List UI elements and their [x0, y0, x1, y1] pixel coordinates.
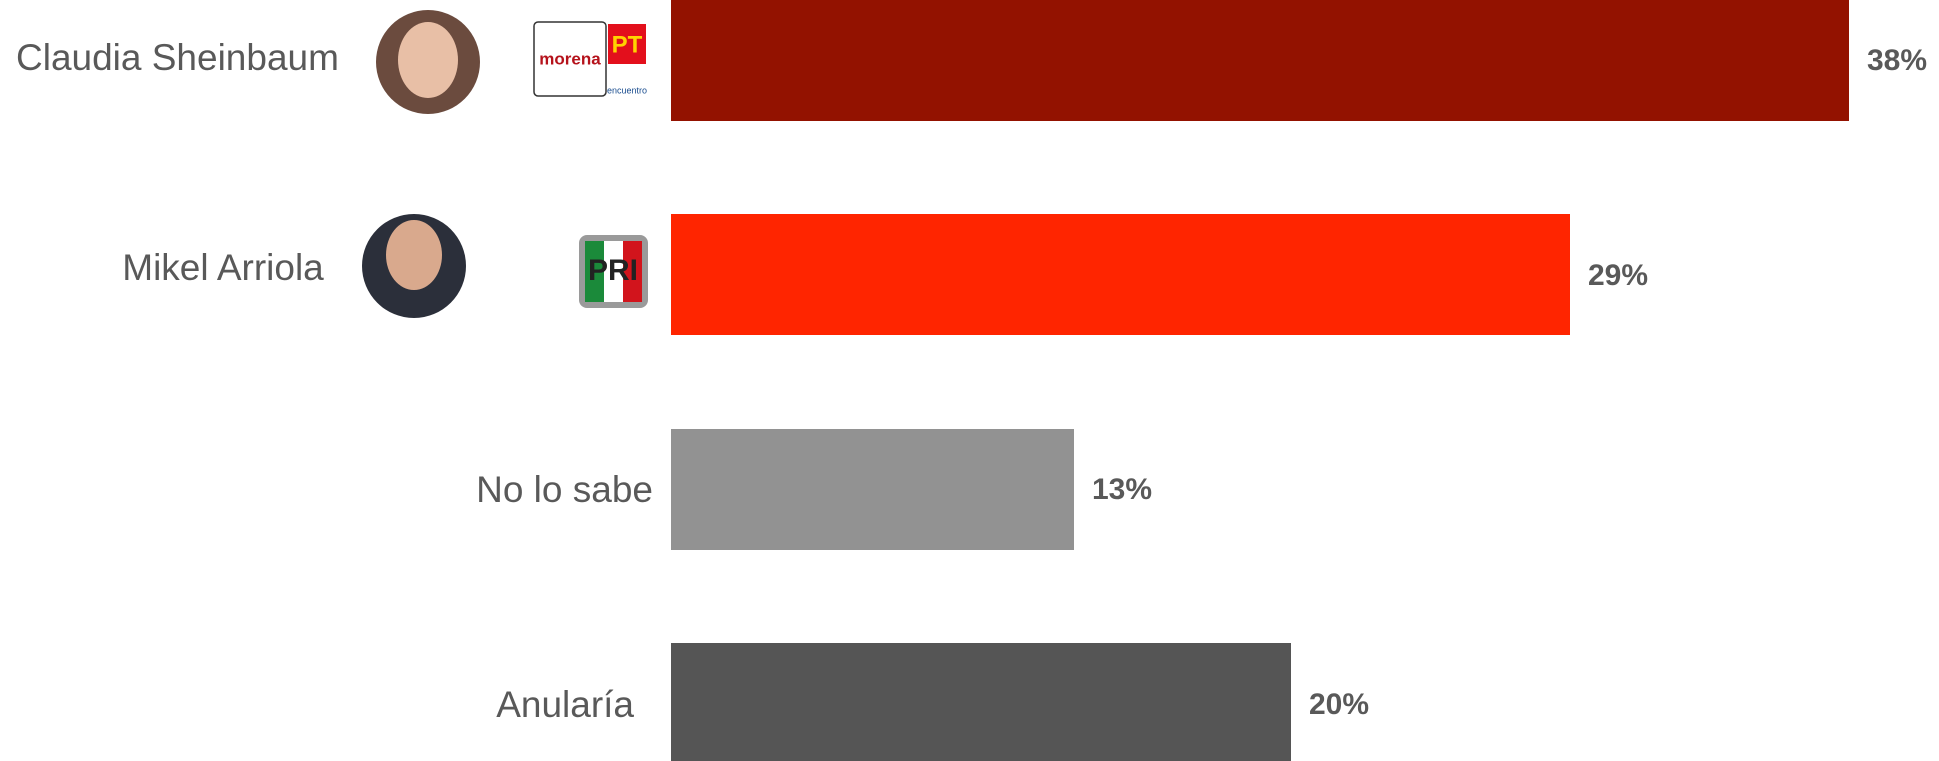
- bar: [671, 643, 1291, 761]
- logo-box: [608, 24, 646, 64]
- logo-text: morena: [539, 49, 601, 68]
- logo-text: encuentro: [607, 85, 647, 95]
- logo-box: [533, 21, 607, 97]
- decor: [362, 10, 648, 318]
- value-label: 29%: [1588, 259, 1648, 292]
- photo-face: [386, 220, 442, 290]
- logo-stripe: [604, 241, 623, 302]
- value-label: 38%: [1867, 44, 1927, 77]
- logo-text: PT: [612, 31, 643, 58]
- category-label: Anularía: [496, 684, 634, 725]
- value-label: 20%: [1309, 688, 1369, 721]
- value-label: 13%: [1092, 473, 1152, 506]
- logo-text: PRI: [588, 254, 638, 287]
- logo-stripe: [623, 241, 642, 302]
- bar: [671, 0, 1849, 121]
- bar: [671, 214, 1570, 335]
- category-label: Claudia Sheinbaum: [16, 37, 339, 78]
- category-label: Mikel Arriola: [122, 247, 324, 288]
- logo-stripe: [585, 241, 604, 302]
- bar: [671, 429, 1074, 550]
- photo-face: [398, 22, 458, 98]
- category-label: No lo sabe: [476, 469, 653, 510]
